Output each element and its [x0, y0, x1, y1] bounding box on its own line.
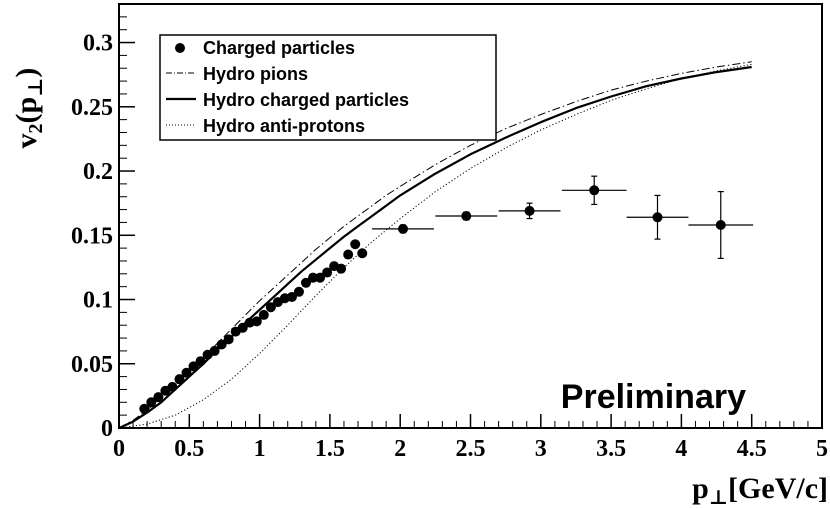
x-tick-label: 2.5 [456, 436, 486, 462]
legend-box [159, 34, 497, 141]
x-tick-label: 1 [254, 436, 266, 462]
data-point [286, 291, 297, 302]
data-point [181, 367, 192, 378]
data-point [251, 316, 262, 327]
legend-label-hydro-antiprotons: Hydro anti-protons [203, 116, 365, 136]
x-tick-label: 1.5 [315, 436, 345, 462]
data-point [153, 392, 164, 403]
data-point-with-error [652, 212, 663, 223]
x-tick-label: 3 [535, 436, 547, 462]
legend-label-hydro-pions: Hydro pions [203, 64, 308, 84]
y-tick-label: 0.1 [83, 288, 113, 314]
data-point [343, 249, 354, 260]
x-tick-label: 0 [113, 436, 125, 462]
x-tick-label: 3.5 [596, 436, 626, 462]
y-axis-label-sub: 2 [25, 123, 47, 133]
x-axis-label-main: p [692, 472, 709, 505]
data-point [258, 309, 269, 320]
data-point [223, 334, 234, 345]
x-axis-label: p⊥[GeV/c] [692, 472, 828, 508]
y-tick-label: 0.15 [71, 223, 113, 249]
preliminary-annotation: Preliminary [561, 378, 746, 416]
data-point [216, 339, 227, 350]
x-tick-label: 0.5 [174, 436, 204, 462]
data-point [174, 374, 185, 385]
data-point-with-error [589, 185, 600, 196]
y-axis-label-inner: p [10, 97, 43, 114]
y-tick-label: 0.25 [71, 95, 113, 121]
x-tick-label: 2 [394, 436, 406, 462]
data-point-with-error [461, 211, 472, 221]
data-point [350, 239, 361, 250]
data-point [237, 322, 248, 333]
data-point [209, 345, 220, 356]
x-axis-label-sub: ⊥ [709, 487, 728, 508]
y-axis-label-close: ) [10, 68, 43, 78]
data-point [308, 272, 319, 283]
x-tick-label: 4 [675, 436, 687, 462]
data-point [188, 361, 199, 372]
data-point [265, 302, 276, 313]
data-point [315, 272, 326, 283]
y-axis-label-main: v [10, 133, 43, 148]
data-point [322, 267, 333, 278]
data-point-with-error [398, 223, 409, 234]
x-axis-ticks: 0 0.5 1 1.5 2 2.5 3 3.5 4 4.5 5 [113, 414, 828, 462]
x-tick-label: 4.5 [737, 436, 767, 462]
data-point-with-error [524, 205, 535, 216]
data-points [139, 185, 726, 414]
y-axis-label-open: ( [10, 113, 43, 123]
y-axis-ticks: 0 0.05 0.1 0.15 0.2 0.25 0.3 [71, 3, 135, 442]
data-point [146, 397, 157, 408]
legend-label-charged-particles: Charged particles [203, 38, 355, 58]
legend: Charged particles Hydro pions Hydro char… [159, 34, 497, 141]
curve-hydro-anti-protons [118, 63, 752, 429]
data-point-with-error [715, 219, 726, 230]
data-point [167, 381, 178, 392]
y-axis-label-inner-sub: ⊥ [25, 78, 47, 97]
x-tick-label: 5 [816, 436, 828, 462]
legend-label-hydro-charged: Hydro charged particles [203, 90, 409, 110]
data-point [195, 356, 206, 367]
data-point [336, 263, 347, 274]
y-tick-label: 0 [101, 416, 113, 442]
x-axis-label-units: [GeV/c] [728, 472, 828, 505]
curve-hydro-pions [118, 61, 752, 429]
data-point [357, 248, 368, 259]
y-tick-label: 0.05 [71, 352, 113, 378]
y-axis-label: v2(p⊥) [10, 68, 47, 149]
y-tick-label: 0.3 [83, 31, 113, 57]
legend-marker-charged-particles [175, 43, 185, 53]
data-point [293, 286, 304, 297]
y-tick-label: 0.2 [83, 159, 113, 185]
data-point [139, 403, 150, 414]
data-point [300, 277, 311, 288]
